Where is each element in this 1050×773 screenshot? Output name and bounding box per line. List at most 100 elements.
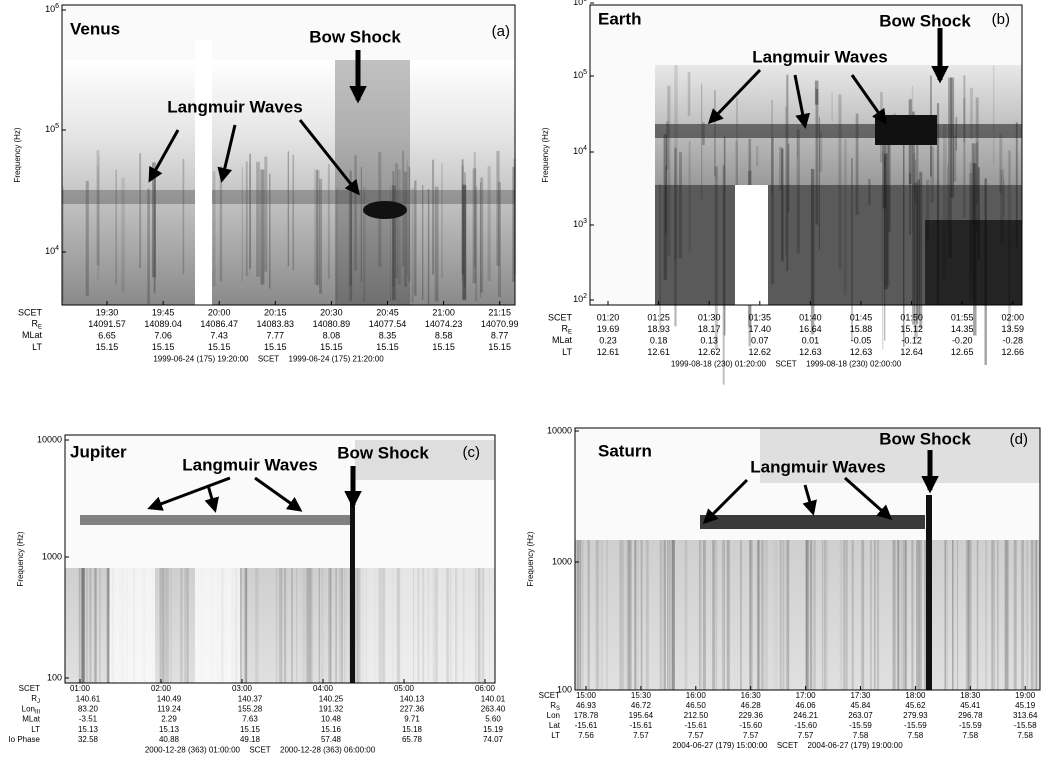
row-value: 15.15 xyxy=(488,342,511,352)
spectrogram-stripe xyxy=(868,179,871,205)
row-name: MLat xyxy=(552,336,573,346)
row-name-main: R xyxy=(561,324,568,334)
spectrogram-stripe xyxy=(249,162,251,278)
upper-band xyxy=(760,428,1040,483)
spectrogram-stripe xyxy=(378,568,380,683)
row-value: 15.19 xyxy=(483,725,504,734)
footer-mid: SCET xyxy=(775,360,796,369)
spectrogram-stripe xyxy=(328,568,331,683)
x-tick-label: 01:30 xyxy=(698,312,721,322)
row-value: 7.57 xyxy=(688,731,704,740)
x-tick-label: 17:30 xyxy=(850,691,871,700)
row-value: 46.50 xyxy=(686,701,707,710)
plot-frame xyxy=(61,4,516,306)
row-name: LT xyxy=(551,731,560,740)
y-tick-label: 105 xyxy=(45,123,59,135)
spectrogram-stripe xyxy=(379,568,383,683)
row-value: 7.57 xyxy=(798,731,814,740)
spectrogram-stripe xyxy=(757,540,760,690)
x-tick-label: 20:45 xyxy=(376,307,399,317)
shock-line xyxy=(350,500,355,683)
spectrogram-stripe xyxy=(809,540,813,690)
spectrogram-stripe xyxy=(328,568,330,683)
spectrogram-stripe xyxy=(1035,540,1038,690)
row-value: 2.29 xyxy=(161,715,177,724)
y-tick-mantissa: 10 xyxy=(573,0,583,7)
y-tick-label: 104 xyxy=(45,245,59,257)
spectrogram-stripe xyxy=(355,568,358,683)
spectrogram-stripe xyxy=(810,168,815,335)
spectrogram-stripe xyxy=(667,540,669,690)
row-name: SCET xyxy=(18,307,43,317)
spectrogram-stripe xyxy=(845,540,848,690)
row-name-sub: J xyxy=(37,699,40,705)
spectrogram-stripe xyxy=(404,171,408,287)
y-tick-label: 106 xyxy=(45,3,59,15)
spectrogram-stripe xyxy=(245,568,247,683)
x-tick-label: 19:45 xyxy=(152,307,175,317)
spectrogram-stripe xyxy=(771,137,774,285)
spectrogram-stripe xyxy=(1026,540,1029,690)
waves-annotation: Langmuir Waves xyxy=(752,47,887,66)
spectrogram-stripe xyxy=(851,540,854,690)
spectrogram-stripe xyxy=(969,162,972,275)
data-gap xyxy=(735,185,768,305)
row-name-main: R xyxy=(550,701,556,710)
footer-end: 2000-12-28 (363) 06:00:00 xyxy=(280,745,376,754)
row-value: 7.43 xyxy=(210,331,228,341)
spectrogram-stripe xyxy=(244,568,248,683)
spectrogram-stripe xyxy=(335,568,337,683)
spectrogram-stripe xyxy=(350,186,352,302)
spectrogram-stripe xyxy=(805,540,807,690)
row-value: 119.24 xyxy=(157,705,181,714)
row-name-sub: III xyxy=(35,709,40,715)
spectrogram-stripe xyxy=(185,568,189,683)
row-value: 140.01 xyxy=(481,694,506,703)
spectrogram-stripe xyxy=(823,540,826,690)
row-value: -15.61 xyxy=(575,721,598,730)
row-value: 0.01 xyxy=(802,336,820,346)
row-name-main: LT xyxy=(31,725,40,734)
row-name: SCET xyxy=(19,684,40,693)
y-tick-exponent: 2 xyxy=(583,293,587,300)
spectrogram-stripe xyxy=(749,540,753,690)
row-value: 8.77 xyxy=(491,331,509,341)
row-value: 15.15 xyxy=(96,342,119,352)
spectrogram-stripe xyxy=(256,161,260,277)
row-value: 15.15 xyxy=(240,725,261,734)
spectrogram-stripe xyxy=(947,164,949,231)
spectrogram-stripe xyxy=(355,568,358,683)
spectrogram-stripe xyxy=(147,188,150,304)
spectrogram-stripe xyxy=(316,170,320,286)
spectrogram-stripe xyxy=(945,540,949,690)
spectrogram-stripe xyxy=(904,540,908,690)
planet-name: Jupiter xyxy=(70,442,127,461)
row-name: Lon xyxy=(547,711,560,720)
spectrogram-stripe xyxy=(260,169,265,285)
shock-annotation: Bow Shock xyxy=(879,429,971,448)
y-tick-mantissa: 10 xyxy=(573,70,583,80)
row-value: 12.61 xyxy=(597,347,620,357)
spectrogram-stripe xyxy=(756,540,760,690)
x-tick-label: 20:30 xyxy=(320,307,343,317)
spectrogram-stripe xyxy=(912,111,915,325)
row-value: 6.65 xyxy=(98,331,116,341)
row-name-main: Io Phase xyxy=(8,735,40,744)
row-value: 296.78 xyxy=(958,711,983,720)
row-name-sub: S xyxy=(556,706,560,712)
spectrogram-stripe xyxy=(310,568,314,683)
y-tick-label: 10000 xyxy=(547,425,572,435)
spectrogram-stripe xyxy=(358,568,362,683)
row-value: 14077.54 xyxy=(369,319,407,329)
spectrogram-stripe xyxy=(348,184,353,300)
spectrogram-stripe xyxy=(441,163,443,279)
spectrogram-stripe xyxy=(627,540,630,690)
spectrogram-stripe xyxy=(775,540,778,690)
spectrogram-stripe xyxy=(382,568,386,683)
row-name-main: R xyxy=(31,694,37,703)
row-value: 5.60 xyxy=(485,715,501,724)
row-value: 7.06 xyxy=(154,331,172,341)
row-value: 8.35 xyxy=(379,331,397,341)
spectrogram-stripe xyxy=(264,156,268,272)
x-tick-label: 02:00 xyxy=(1002,312,1025,322)
